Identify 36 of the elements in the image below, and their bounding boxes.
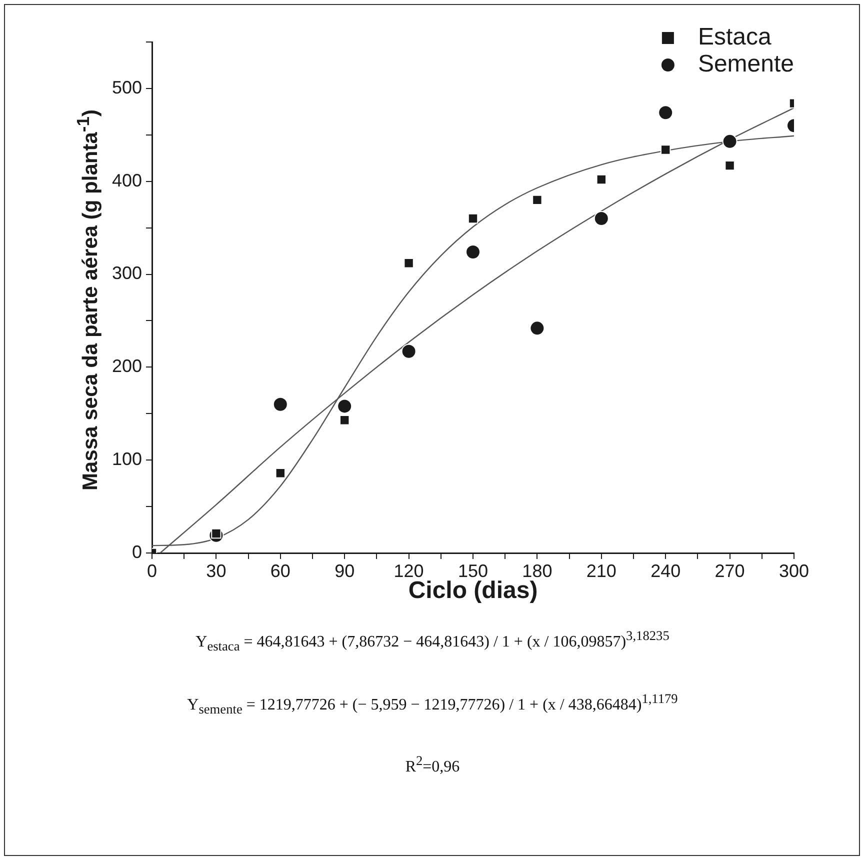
y-tick-label: 300	[112, 263, 142, 284]
point	[272, 396, 288, 412]
point	[658, 105, 674, 120]
x-tick-label: 300	[778, 560, 810, 581]
x-tick-label: 210	[586, 560, 616, 581]
x-tick-label: 240	[650, 560, 681, 581]
y-tick-label: 500	[112, 77, 142, 98]
point	[660, 144, 671, 155]
point	[532, 194, 542, 206]
legend-label: Estaca	[698, 24, 772, 51]
legend-label: Semente	[698, 50, 794, 78]
y-tick-label: 400	[112, 170, 142, 190]
x-tick-label: 90	[334, 560, 355, 581]
point	[401, 344, 416, 359]
text: Y$_{estaca}$ = 464,81643 + (7,86732 − 464,81643) / 1 + (x / 106,09857)$^{3,18235}$	[194, 628, 670, 655]
y-tick-label: 100	[112, 449, 142, 470]
point	[468, 213, 478, 224]
point	[275, 468, 286, 478]
x-tick-label: 30	[206, 560, 226, 581]
point	[724, 160, 735, 171]
y-tick-label: 200	[112, 356, 142, 376]
point	[596, 174, 606, 185]
point	[404, 258, 414, 268]
x-tick-label: 270	[714, 560, 745, 581]
point	[594, 211, 609, 226]
point	[722, 134, 738, 149]
text: Y$_{semente}$ = 1219,77726 + (− 5,959 − 1219,77726) / 1 + (x / 438,66484)$^{1,1179}$	[186, 690, 679, 718]
point	[340, 415, 350, 426]
x-tick-label: 0	[146, 560, 158, 581]
text: R$^{2}$=0,96	[404, 753, 461, 776]
x-tick-label: 60	[270, 560, 290, 581]
point	[466, 244, 480, 260]
point	[337, 398, 352, 414]
point	[530, 320, 545, 336]
point	[211, 528, 222, 539]
y-tick-label: 0	[132, 542, 142, 562]
